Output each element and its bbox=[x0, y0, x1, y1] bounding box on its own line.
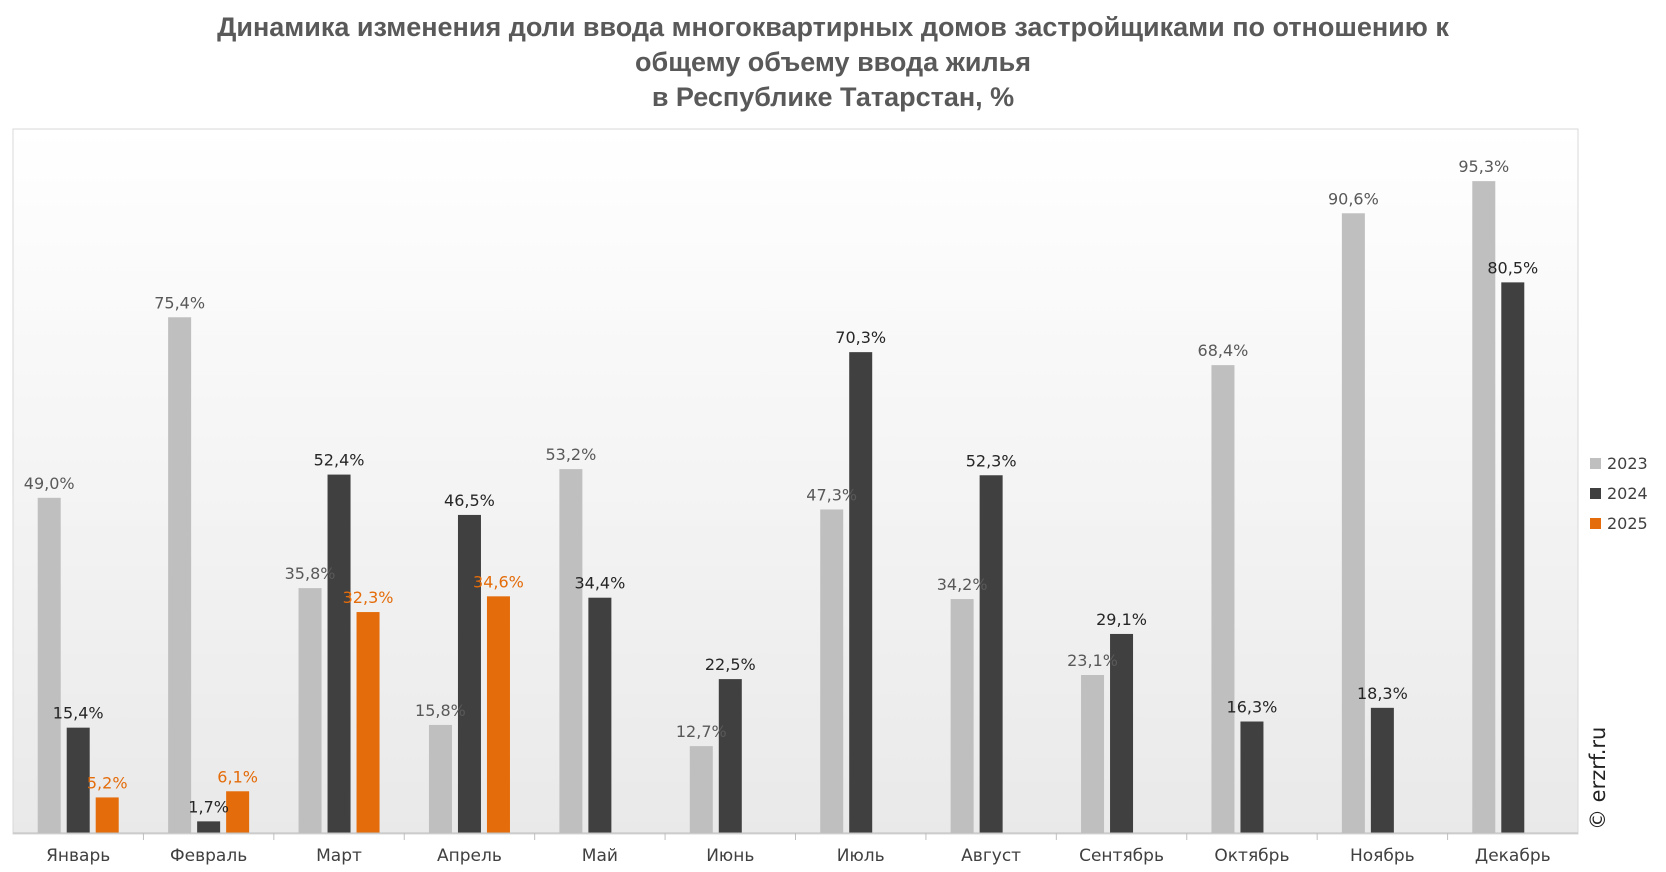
data-label-2024-9: 29,1% bbox=[1096, 610, 1147, 629]
data-label-2024-10: 16,3% bbox=[1227, 698, 1278, 717]
bar-2023-6 bbox=[689, 746, 713, 833]
legend-label-2024: 2024 bbox=[1607, 484, 1648, 503]
data-label-2024-8: 52,3% bbox=[966, 451, 1017, 470]
data-label-2025-3: 32,3% bbox=[343, 588, 394, 607]
data-label-2024-6: 22,5% bbox=[705, 655, 756, 674]
chart-title-line-3: в Республике Татарстан, % bbox=[652, 82, 1014, 112]
bar-2023-9 bbox=[1081, 674, 1105, 833]
category-label-7: Июль bbox=[837, 846, 885, 866]
bar-2023-10 bbox=[1211, 365, 1235, 833]
data-label-2025-2: 6,1% bbox=[217, 767, 258, 786]
bars-group bbox=[37, 181, 1525, 833]
bar-2024-4 bbox=[457, 514, 481, 833]
data-label-2023-2: 75,4% bbox=[154, 293, 205, 312]
chart-title-line-1: Динамика изменения доли ввода многокварт… bbox=[217, 12, 1449, 42]
bar-2024-10 bbox=[1240, 721, 1264, 833]
data-label-2024-7: 70,3% bbox=[835, 328, 886, 347]
data-label-2025-4: 34,6% bbox=[473, 572, 524, 591]
category-label-8: Август bbox=[961, 846, 1021, 866]
data-label-2024-2: 1,7% bbox=[188, 797, 229, 816]
data-label-2023-3: 35,8% bbox=[285, 564, 336, 583]
bar-2024-9 bbox=[1110, 633, 1134, 833]
data-label-2023-4: 15,8% bbox=[415, 701, 466, 720]
category-label-9: Сентябрь bbox=[1079, 846, 1164, 866]
bar-2024-5 bbox=[588, 597, 612, 833]
category-label-5: Май bbox=[582, 846, 618, 866]
data-label-2024-4: 46,5% bbox=[444, 491, 495, 510]
category-label-11: Ноябрь bbox=[1350, 846, 1415, 866]
data-label-2023-6: 12,7% bbox=[676, 722, 727, 741]
data-label-2023-12: 95,3% bbox=[1458, 157, 1509, 176]
legend-swatch-2025 bbox=[1590, 518, 1601, 529]
chart-title: Динамика изменения доли ввода многокварт… bbox=[217, 12, 1449, 112]
category-label-6: Июнь bbox=[706, 846, 754, 866]
category-label-2: Февраль bbox=[170, 846, 247, 866]
bar-2024-3 bbox=[327, 474, 351, 833]
category-label-12: Декабрь bbox=[1475, 846, 1551, 866]
bar-2024-8 bbox=[979, 475, 1003, 833]
data-label-2024-5: 34,4% bbox=[574, 574, 625, 593]
legend-label-2025: 2025 bbox=[1607, 514, 1648, 533]
bar-2024-1 bbox=[66, 727, 90, 833]
data-label-2024-11: 18,3% bbox=[1357, 684, 1408, 703]
data-label-2023-10: 68,4% bbox=[1198, 341, 1249, 360]
category-label-10: Октябрь bbox=[1214, 846, 1289, 866]
data-label-2023-8: 34,2% bbox=[937, 575, 988, 594]
legend-label-2023: 2023 bbox=[1607, 454, 1648, 473]
chart-title-line-2: общему объему ввода жилья bbox=[635, 47, 1031, 77]
data-label-2023-7: 47,3% bbox=[806, 485, 857, 504]
bar-2024-7 bbox=[849, 352, 873, 833]
category-label-1: Январь bbox=[46, 846, 110, 866]
bar-2024-11 bbox=[1370, 707, 1394, 833]
bar-2023-12 bbox=[1472, 181, 1496, 833]
x-tick-marks bbox=[142, 833, 1449, 840]
data-label-2024-1: 15,4% bbox=[53, 704, 104, 723]
bar-2023-7 bbox=[820, 509, 844, 833]
bar-2025-4 bbox=[486, 596, 510, 833]
legend: 2023 2024 2025 bbox=[1590, 454, 1648, 533]
watermark: © erzrf.ru bbox=[1586, 727, 1610, 830]
bar-2025-1 bbox=[95, 797, 119, 833]
data-label-2023-1: 49,0% bbox=[24, 474, 75, 493]
data-label-2023-5: 53,2% bbox=[545, 445, 596, 464]
bar-2023-3 bbox=[298, 588, 322, 833]
data-label-2024-3: 52,4% bbox=[314, 451, 365, 470]
bar-2023-4 bbox=[428, 724, 452, 833]
data-label-2023-9: 23,1% bbox=[1067, 651, 1118, 670]
bar-2023-8 bbox=[950, 599, 974, 833]
data-labels-group: 49,0% 15,4% 5,2% 75,4% 1,7% 6,1% 35,8% 52,4% 32,… bbox=[24, 157, 1538, 816]
legend-swatch-2023 bbox=[1590, 458, 1601, 469]
category-label-3: Март bbox=[316, 846, 362, 866]
x-axis-labels: Январь Февраль Март Апрель Май Июнь Июль Август… bbox=[46, 846, 1551, 866]
data-label-2025-1: 5,2% bbox=[87, 773, 128, 792]
bar-2023-5 bbox=[559, 469, 583, 833]
category-label-4: Апрель bbox=[437, 846, 502, 866]
bar-2023-2 bbox=[168, 317, 192, 833]
bar-2023-11 bbox=[1341, 213, 1365, 833]
legend-swatch-2024 bbox=[1590, 488, 1601, 499]
plot-area bbox=[12, 128, 1579, 835]
bar-2025-2 bbox=[226, 791, 250, 833]
bar-2024-2 bbox=[197, 821, 221, 833]
bar-2023-1 bbox=[37, 497, 61, 833]
bar-2024-12 bbox=[1501, 282, 1525, 833]
bar-2025-3 bbox=[356, 612, 380, 833]
data-label-2023-11: 90,6% bbox=[1328, 189, 1379, 208]
bar-2024-6 bbox=[718, 679, 742, 833]
data-label-2024-12: 80,5% bbox=[1487, 258, 1538, 277]
